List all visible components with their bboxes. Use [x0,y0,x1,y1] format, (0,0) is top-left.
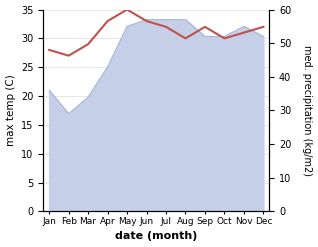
X-axis label: date (month): date (month) [115,231,197,242]
Y-axis label: med. precipitation (kg/m2): med. precipitation (kg/m2) [302,45,313,176]
Y-axis label: max temp (C): max temp (C) [5,75,16,146]
